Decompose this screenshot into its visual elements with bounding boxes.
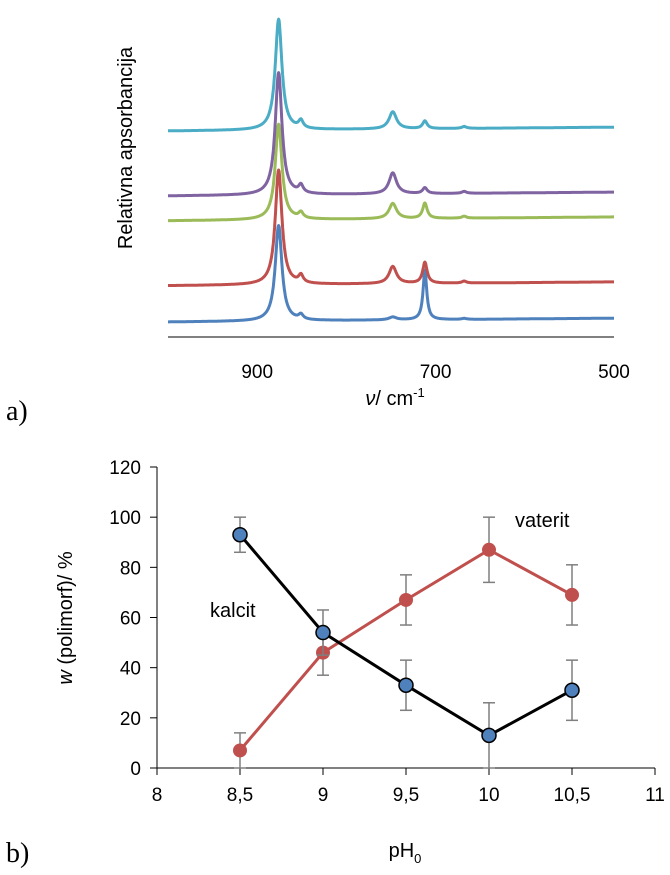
series-vaterit [233, 516, 579, 769]
marker-kalcit [564, 682, 580, 698]
polymorph-series-group [232, 516, 580, 769]
legend-kalcit: kalcit [210, 600, 256, 622]
polymorph-y-axis-title: w (polimorf)/ % [55, 551, 77, 685]
spectra-x-unit: / cm [375, 388, 413, 410]
spectra-x-symbol: ν [365, 388, 375, 410]
polymorph-y-tick-label: 80 [120, 558, 141, 579]
marker-kalcit [481, 727, 497, 744]
spectrum-line-2 [166, 168, 616, 287]
polymorph-y-tick-label: 0 [130, 759, 141, 780]
spectra-x-tick-label: 700 [420, 362, 452, 383]
polymorph-x-var: pH [389, 840, 415, 862]
polymorph-axes: 8 8,5 9 9,5 10 10,5 11 0 20 40 60 80 100 120 [109, 458, 665, 806]
spectra-x-tick-labels: 900 700 500 [241, 362, 630, 383]
marker-vaterit [565, 587, 579, 602]
legend-vaterit: vaterit [515, 510, 570, 532]
polymorph-chart: 8 8,5 9 9,5 10 10,5 11 0 20 40 60 80 100 120 w (polim… [6, 458, 665, 869]
spectrum-line-5 [166, 17, 616, 133]
polymorph-x-sub: 0 [414, 851, 421, 866]
spectra-x-tick-label: 900 [241, 362, 273, 383]
series-kalcit [232, 516, 580, 769]
marker-vaterit [233, 743, 247, 758]
polymorph-x-tick-label: 8,5 [227, 785, 253, 806]
spectra-series-group [166, 17, 616, 324]
marker-kalcit [232, 526, 248, 543]
polymorph-y-tick-label: 20 [120, 709, 141, 730]
panel-b-label: b) [6, 838, 29, 869]
polymorph-x-tick-label: 8 [152, 785, 163, 806]
marker-kalcit [315, 624, 331, 641]
polymorph-x-tick-label: 9,5 [393, 785, 419, 806]
polymorph-x-tick-label: 10 [478, 785, 499, 806]
spectra-x-sup: -1 [413, 385, 425, 400]
marker-vaterit [482, 542, 496, 557]
spectrum-line-4 [166, 71, 616, 198]
polymorph-x-tick-label: 9 [318, 785, 329, 806]
polymorph-x-axis-title: pH0 [389, 840, 422, 866]
spectra-x-tick-label: 500 [598, 362, 630, 383]
polymorph-y-tick-label: 40 [120, 659, 141, 680]
polymorph-x-tick-label: 11 [645, 785, 665, 806]
polymorph-y-rest: (polimorf)/ % [55, 551, 77, 670]
polymorph-y-tick-label: 120 [109, 458, 141, 479]
spectra-y-axis-title: Relativna apsorbancija [115, 46, 137, 249]
panel-a-label: a) [6, 396, 28, 427]
polymorph-y-tick-label: 100 [109, 508, 141, 529]
polymorph-x-tick-label: 10,5 [554, 785, 591, 806]
polymorph-y-var: w [55, 669, 77, 685]
polymorph-y-tick-label: 60 [120, 609, 141, 630]
marker-vaterit [399, 592, 413, 607]
spectrum-line-3 [166, 122, 616, 223]
spectra-chart: 900 700 500 Relativna apsorbancija ν/ cm-1… [6, 17, 630, 427]
spectra-x-axis-title: ν/ cm-1 [365, 385, 424, 410]
spectrum-line-1 [166, 224, 616, 324]
marker-kalcit [398, 677, 414, 693]
